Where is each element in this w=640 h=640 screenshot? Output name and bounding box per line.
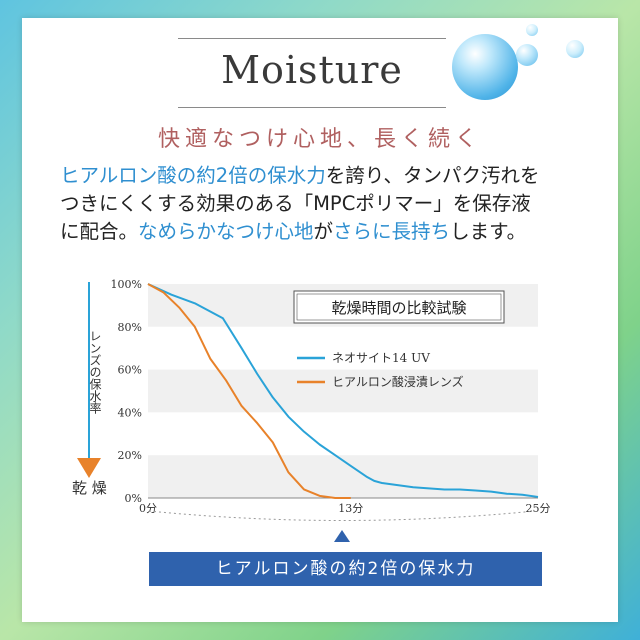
page-title: Moisture	[221, 48, 403, 92]
caption-pointer	[334, 530, 350, 542]
description-text: に配合。	[60, 220, 139, 243]
highlight-text: さらに長持ち	[333, 220, 451, 243]
caption-banner: ヒアルロン酸の約2倍の保水力	[149, 552, 542, 586]
legend-label: ネオサイト14 UV	[332, 351, 430, 365]
comparison-chart: 100%80%60%40%20%0% 0分 13分 25分 レンズの保水率 乾 燥 …	[72, 278, 551, 542]
description-text: を誇り、タンパク汚れを	[325, 164, 540, 187]
description-line: ヒアルロン酸の約2倍の保水力を誇り、タンパク汚れを	[60, 162, 600, 190]
y-axis-arrow-head	[77, 458, 101, 478]
grid-band	[148, 412, 538, 456]
axis-bracket	[148, 510, 536, 521]
title-block: Moisture	[178, 34, 446, 112]
legend-label: ヒアルロン酸浸漬レンズ	[332, 374, 464, 389]
description-text: します。	[450, 220, 527, 243]
highlight-text: なめらかなつけ心地	[138, 220, 314, 243]
y-tick-label: 60%	[118, 364, 142, 377]
y-tick-label: 40%	[118, 406, 142, 419]
water-drop-icon	[452, 34, 518, 100]
description-text: つきにくくする効果のある「MPCポリマー」を保存液	[60, 192, 531, 215]
water-drop-icon	[566, 40, 584, 58]
chart-title: 乾燥時間の比較試験	[331, 299, 466, 317]
y-tick-label: 20%	[118, 449, 142, 462]
series-line-1	[147, 283, 539, 498]
series-line-2	[147, 283, 351, 499]
y-tick-label: 100%	[111, 278, 142, 291]
description-text: が	[313, 220, 334, 243]
description-line: つきにくくする効果のある「MPCポリマー」を保存液	[60, 190, 600, 218]
x-tick-label: 25分	[526, 502, 551, 515]
y-tick-label: 0%	[125, 492, 142, 505]
y-axis-label: レンズの保水率	[88, 330, 102, 414]
description-line: に配合。なめらかなつけ心地がさらに長持ちします。	[60, 218, 600, 246]
x-tick-label: 0分	[139, 502, 157, 515]
chart-container: 100% 80% 60% 40% 20% 0% 0分 13分 25分 レンズの保水率 乾 燥 …	[42, 258, 598, 550]
highlight-text: ヒアルロン酸の約2倍の保水力	[60, 164, 326, 187]
grid-band	[148, 369, 538, 413]
subtitle: 快適なつけ心地、長く続く	[157, 127, 482, 152]
dry-label: 乾 燥	[72, 479, 107, 497]
title-divider	[178, 107, 446, 108]
chart-title-box	[293, 290, 505, 324]
water-drop-icon	[516, 44, 538, 66]
water-drop-icon	[526, 24, 538, 36]
description: ヒアルロン酸の約2倍の保水力を誇り、タンパク汚れを つきにくくする効果のある「M…	[60, 162, 600, 246]
y-tick-label: 80%	[118, 321, 142, 334]
x-tick-label: 13分	[338, 502, 363, 515]
title-divider	[178, 38, 446, 39]
chart-title-box-inner	[296, 293, 502, 321]
